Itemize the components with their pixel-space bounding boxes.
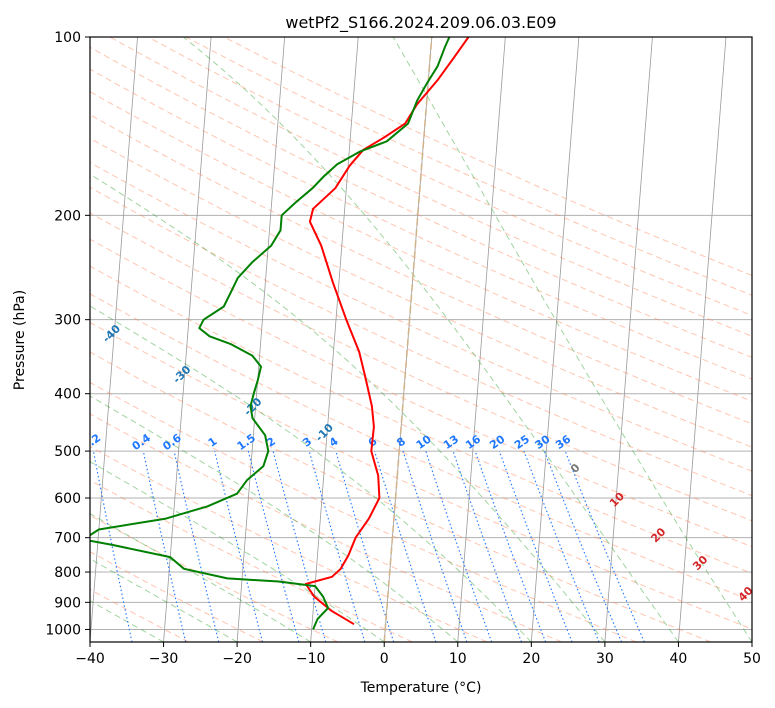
dry-adiabat-line <box>90 186 752 497</box>
dry-adiabat-line <box>90 413 562 642</box>
x-tick-label: −40 <box>75 651 105 667</box>
x-tick-label: 20 <box>522 651 540 667</box>
mixing-ratio-line <box>452 450 523 642</box>
y-axis-ticks: 100 200 300 400 500 600 700 800 900 1000 <box>45 30 90 638</box>
mixing-ratio-line <box>402 450 468 642</box>
y-tick-label: 800 <box>54 565 81 581</box>
mixing-ratio-line <box>474 450 547 642</box>
mixing-ratio-line <box>214 450 264 642</box>
x-tick-label: −10 <box>296 651 326 667</box>
isotherm-line <box>678 37 727 642</box>
x-tick-label: 30 <box>596 651 614 667</box>
dry-adiabat-lines <box>90 37 752 642</box>
dry-adiabat-line <box>90 114 752 425</box>
isotherm-line <box>751 636 752 642</box>
dry-adiabat-line <box>90 212 752 522</box>
mixing-ratio-line <box>374 450 437 642</box>
isotherm-line <box>530 37 580 642</box>
x-axis-label: Temperature (°C) <box>360 680 482 696</box>
chart-title: wetPf2_S166.2024.209.06.03.E09 <box>285 13 556 33</box>
x-tick-label: 40 <box>670 651 688 667</box>
moist-adiabat-line <box>392 37 752 642</box>
plot-area: 0.10.20.40.611.52346810131620253036-100-… <box>30 37 752 642</box>
moist-adiabat-line <box>90 173 606 642</box>
x-tick-label: 0 <box>380 651 389 667</box>
dry-adiabat-line <box>90 321 752 630</box>
mixing-ratio-label: 0.1 <box>33 431 56 453</box>
mixing-ratio-line <box>523 450 600 642</box>
y-tick-label: 200 <box>54 208 81 224</box>
dewpoint-profile-line <box>90 37 451 630</box>
isotherm-label: -50 <box>30 278 53 301</box>
dry-adiabat-line <box>90 445 488 642</box>
y-tick-label: 300 <box>54 313 81 329</box>
isotherm-line <box>457 37 506 642</box>
y-tick-label: 1000 <box>45 622 81 638</box>
temperature-profile-line <box>304 37 470 626</box>
dry-adiabat-line <box>90 161 752 472</box>
mixing-ratio-line <box>425 450 493 642</box>
mixing-ratio-line <box>173 450 220 642</box>
sounding-profiles <box>90 37 470 630</box>
dry-adiabat-line <box>90 238 752 548</box>
y-tick-label: 500 <box>54 444 81 460</box>
dry-adiabat-line <box>90 46 752 358</box>
y-tick-label: 600 <box>54 491 81 507</box>
moist-adiabat-line <box>183 37 679 642</box>
mixing-ratio-line <box>564 450 645 642</box>
zero-degree-isotherm <box>383 37 433 642</box>
mixing-ratio-line <box>142 450 187 642</box>
dry-adiabat-line <box>90 351 711 642</box>
y-tick-label: 900 <box>54 595 81 611</box>
y-tick-label: 400 <box>54 387 81 403</box>
y-tick-label: 700 <box>54 531 81 547</box>
x-tick-label: −20 <box>222 651 252 667</box>
mixing-ratio-line <box>498 450 573 642</box>
moist-adiabat-line <box>90 461 385 642</box>
dry-adiabat-line <box>90 265 752 574</box>
moist-adiabat-line <box>90 558 238 642</box>
x-axis-ticks: −40 −30 −20 −10 0 10 20 30 40 50 <box>75 642 761 667</box>
isotherm-line <box>236 37 286 642</box>
mixing-ratio-line <box>543 450 623 642</box>
isotherm-line <box>163 37 212 642</box>
mixing-ratio-line <box>247 450 300 642</box>
dry-adiabat-line <box>185 37 752 296</box>
y-axis-label: Pressure (hPa) <box>12 290 28 390</box>
moist-adiabat-line <box>90 513 311 642</box>
y-tick-label: 100 <box>54 30 81 46</box>
dry-adiabat-line <box>90 551 264 642</box>
isotherm-line <box>310 37 359 642</box>
dry-adiabat-line <box>109 37 752 337</box>
x-tick-label: −30 <box>149 651 179 667</box>
plot-frame <box>89 36 753 643</box>
mixing-ratio-line <box>308 450 366 642</box>
x-tick-label: 10 <box>449 651 467 667</box>
dry-adiabat-line <box>90 91 752 402</box>
dry-adiabat-line <box>90 293 752 602</box>
isotherm-line <box>90 37 138 642</box>
isotherm-line <box>604 37 653 642</box>
zero-degree-line <box>383 37 433 642</box>
x-tick-label: 50 <box>743 651 761 667</box>
mixing-ratio-line <box>92 450 133 642</box>
